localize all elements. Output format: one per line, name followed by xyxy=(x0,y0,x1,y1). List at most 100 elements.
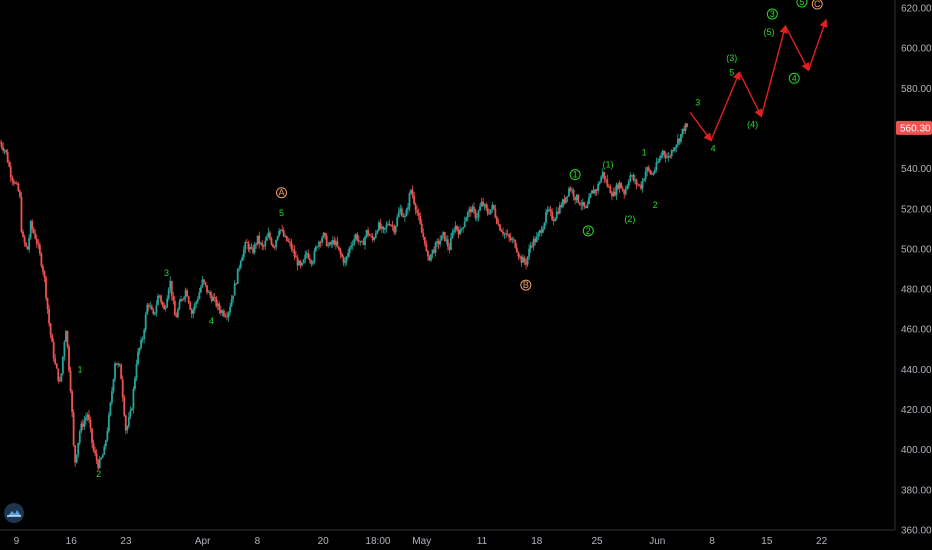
price-tick-label: 540.00 xyxy=(901,164,932,175)
candle xyxy=(186,288,189,297)
wave-label: 2 xyxy=(653,200,658,210)
candle xyxy=(270,236,273,246)
candle xyxy=(65,330,67,342)
candle xyxy=(609,184,612,194)
svg-text:5: 5 xyxy=(279,208,284,218)
candle xyxy=(598,180,601,186)
candle xyxy=(298,259,300,266)
wave-label: C xyxy=(811,0,823,10)
candle xyxy=(361,240,363,243)
candle xyxy=(126,425,129,434)
candle xyxy=(170,280,173,301)
candle xyxy=(542,225,544,234)
candle xyxy=(626,183,629,191)
candle xyxy=(419,212,422,225)
price-tick-label: 360.00 xyxy=(901,526,932,537)
svg-text:(1): (1) xyxy=(602,160,613,170)
candle xyxy=(511,236,514,244)
candle xyxy=(408,191,411,212)
time-axis[interactable]: 9 16 23 Apr 8 20 18:00 May 11 18 25 Jun 8 15 22 xyxy=(0,529,895,547)
candle xyxy=(666,152,669,159)
candle xyxy=(528,243,531,260)
candle xyxy=(239,259,242,270)
time-tick-label: 15 xyxy=(761,536,773,547)
candle xyxy=(167,287,170,301)
projection-segment xyxy=(689,112,712,142)
candle xyxy=(299,259,302,269)
candle xyxy=(399,204,402,215)
candle xyxy=(647,164,650,172)
candle xyxy=(3,148,6,155)
candle xyxy=(63,340,66,361)
wave-label: (5) xyxy=(764,27,775,37)
wave-label: 1 xyxy=(77,364,82,374)
candle xyxy=(462,226,465,233)
candle xyxy=(98,455,101,469)
candle xyxy=(324,232,327,240)
candle xyxy=(400,205,403,217)
candle xyxy=(140,336,142,350)
candle xyxy=(45,275,47,301)
candle xyxy=(500,228,503,233)
candle xyxy=(385,221,388,233)
candle xyxy=(54,354,57,366)
candle xyxy=(196,295,199,304)
candle xyxy=(178,298,181,311)
svg-text:4: 4 xyxy=(711,144,716,154)
candle xyxy=(319,240,322,248)
candle xyxy=(195,300,198,308)
candle xyxy=(261,240,264,251)
candle xyxy=(531,241,534,249)
candle xyxy=(123,394,126,417)
candle xyxy=(302,258,305,264)
wave-label: 5 xyxy=(796,0,808,8)
candle xyxy=(341,252,343,258)
candle xyxy=(661,149,664,158)
candle xyxy=(463,216,466,228)
candle xyxy=(569,186,572,192)
candle xyxy=(158,294,161,299)
candle xyxy=(502,227,504,237)
candle xyxy=(103,443,106,456)
candle xyxy=(549,205,552,217)
svg-text:4: 4 xyxy=(209,316,214,326)
candle xyxy=(22,229,24,238)
candle xyxy=(342,255,345,267)
candle xyxy=(374,230,377,239)
candle xyxy=(477,209,480,222)
candle xyxy=(456,225,458,232)
candle xyxy=(620,182,623,189)
candle xyxy=(46,297,49,314)
candle xyxy=(663,150,665,159)
candle xyxy=(92,439,95,453)
candle xyxy=(273,245,276,250)
wave-label: 3 xyxy=(164,268,169,278)
price-axis[interactable]: 360.00 380.00 400.00 420.00 440.00 460.00 480.… xyxy=(894,0,932,537)
candle xyxy=(657,158,659,164)
candle xyxy=(130,407,133,412)
candle xyxy=(284,233,287,238)
candle xyxy=(603,171,606,184)
candle xyxy=(469,206,472,217)
candle xyxy=(17,182,20,192)
candle xyxy=(479,202,481,212)
candle xyxy=(212,293,215,302)
candle xyxy=(658,155,661,163)
candle xyxy=(522,254,524,263)
svg-text:1: 1 xyxy=(77,364,82,374)
candle xyxy=(433,246,435,254)
candle xyxy=(635,178,638,190)
candle xyxy=(106,427,109,442)
svg-text:3: 3 xyxy=(695,97,700,107)
candle xyxy=(89,416,92,433)
candle xyxy=(686,123,688,128)
candles-layer xyxy=(0,122,688,471)
candle xyxy=(439,235,442,248)
candle xyxy=(48,304,50,327)
candle xyxy=(72,409,75,447)
tradingview-logo-button[interactable] xyxy=(4,503,24,523)
price-tick-label: 520.00 xyxy=(901,204,932,215)
candle xyxy=(505,229,508,239)
candle xyxy=(84,412,87,425)
